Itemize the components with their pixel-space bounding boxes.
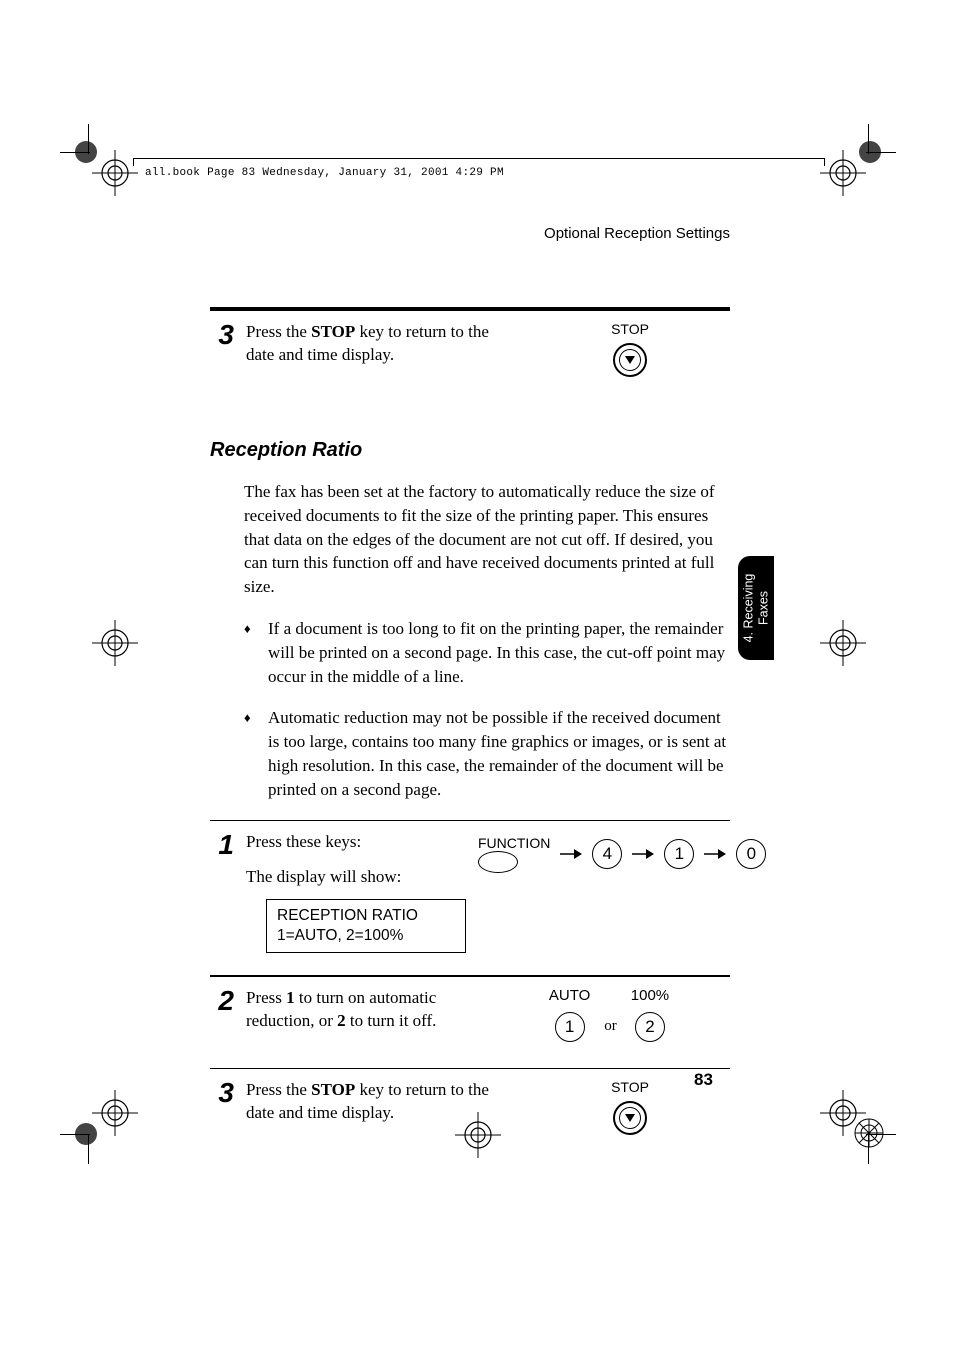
keypad-2: 2 — [635, 1012, 665, 1042]
header-rule — [133, 158, 825, 159]
t-bold: 2 — [337, 1011, 346, 1030]
stop-button-icon — [613, 343, 647, 377]
step-body: Press these keys: The display will show:… — [246, 831, 466, 953]
bullet-icon: ♦ — [244, 617, 258, 688]
t: to turn it off. — [346, 1011, 437, 1030]
regmark-ml — [92, 620, 138, 666]
key-choice: AUTO 1 or 100% 2 — [488, 987, 730, 1042]
crop — [866, 152, 896, 153]
page-number: 83 — [694, 1070, 713, 1090]
function-label: FUNCTION — [478, 835, 550, 851]
lcd-line: RECEPTION RATIO — [277, 906, 455, 926]
key-label-100: 100% — [631, 987, 669, 1004]
side-tab: 4. Receiving Faxes — [738, 556, 774, 660]
keypad-1: 1 — [555, 1012, 585, 1042]
step-2: 2 Press 1 to turn on automatic reduction… — [210, 977, 730, 1068]
lcd-display: RECEPTION RATIO 1=AUTO, 2=100% — [266, 899, 466, 953]
bullet-text: If a document is too long to fit on the … — [268, 617, 730, 688]
side-tab-line2: Faxes — [756, 591, 770, 625]
crop — [88, 124, 89, 154]
step-num: 3 — [210, 321, 234, 349]
arrow-icon — [560, 847, 582, 861]
step-body: Press the STOP key to return to the date… — [246, 321, 518, 367]
para: The fax has been set at the factory to a… — [244, 480, 730, 599]
t-bold: STOP — [311, 1080, 355, 1099]
t: Press — [246, 988, 286, 1007]
bullet-2: ♦ Automatic reduction may not be possibl… — [244, 706, 730, 801]
step-1: 1 Press these keys: The display will sho… — [210, 821, 730, 975]
key-label-auto: AUTO — [549, 987, 590, 1004]
key-sequence: FUNCTION 4 1 0 — [478, 831, 766, 873]
stop-button-icon — [613, 1101, 647, 1135]
section-header: Optional Reception Settings — [210, 225, 730, 242]
chapter-title: Reception Ratio — [210, 439, 730, 462]
header-notch — [824, 158, 825, 166]
crop — [60, 152, 90, 153]
t: Press the — [246, 1080, 311, 1099]
stop-key-graphic: STOP — [530, 321, 730, 377]
t: Press the — [246, 322, 311, 341]
header-runner: all.book Page 83 Wednesday, January 31, … — [145, 167, 504, 179]
t-bold: STOP — [311, 322, 355, 341]
step-body: Press 1 to turn on automatic reduction, … — [246, 987, 476, 1033]
t: The display will show: — [246, 866, 466, 889]
step-3b: 3 Press the STOP key to return to the da… — [210, 1069, 730, 1149]
step-num: 3 — [210, 1079, 234, 1107]
t: Press these keys: — [246, 831, 466, 854]
arrow-icon — [704, 847, 726, 861]
header-notch — [133, 158, 134, 166]
step-num: 1 — [210, 831, 234, 859]
crop — [866, 1134, 896, 1135]
bullet-icon: ♦ — [244, 706, 258, 801]
t-bold: 1 — [286, 988, 295, 1007]
stop-label: STOP — [530, 321, 730, 337]
step-num: 2 — [210, 987, 234, 1015]
crop — [60, 1134, 90, 1135]
crop — [88, 1134, 89, 1164]
lcd-line: 1=AUTO, 2=100% — [277, 926, 455, 946]
side-tab-line1: 4. Receiving — [741, 574, 755, 643]
step-3a: 3 Press the STOP key to return to the da… — [210, 311, 730, 391]
step-body: Press the STOP key to return to the date… — [246, 1079, 518, 1125]
keypad-1: 1 — [664, 839, 694, 869]
crop — [868, 124, 869, 154]
function-key-icon — [478, 851, 518, 873]
bullet-text: Automatic reduction may not be possible … — [268, 706, 730, 801]
regmark-mr — [820, 620, 866, 666]
keypad-4: 4 — [592, 839, 622, 869]
corner-br — [852, 1116, 886, 1150]
page-content: Optional Reception Settings 3 Press the … — [210, 225, 730, 1149]
bullet-1: ♦ If a document is too long to fit on th… — [244, 617, 730, 688]
keypad-0: 0 — [736, 839, 766, 869]
or-text: or — [604, 1018, 617, 1035]
crop — [868, 1134, 869, 1164]
arrow-icon — [632, 847, 654, 861]
